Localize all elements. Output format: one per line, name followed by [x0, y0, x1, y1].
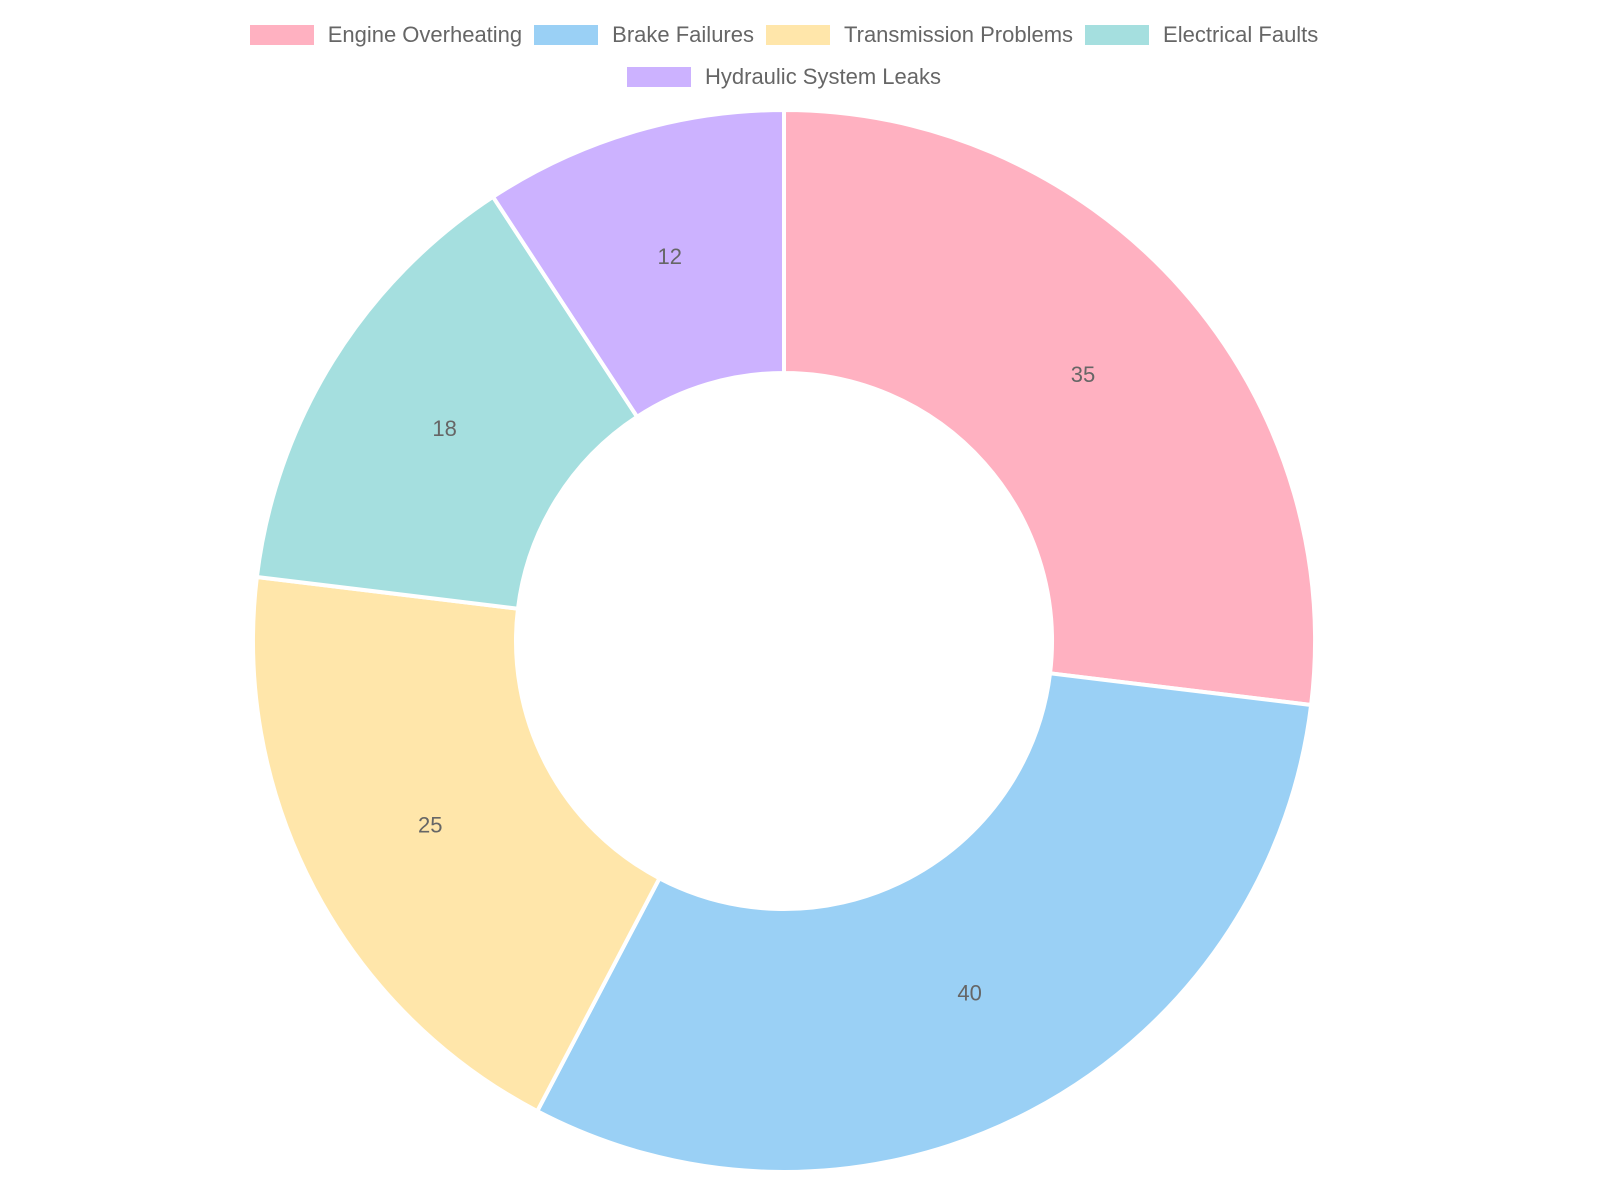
- legend-label: Electrical Faults: [1163, 22, 1319, 47]
- legend-label: Hydraulic System Leaks: [705, 64, 941, 89]
- legend-item-engine-overheating[interactable]: Engine Overheating: [249, 22, 523, 48]
- legend-swatch-icon: [1085, 25, 1150, 45]
- legend-label: Engine Overheating: [327, 22, 523, 47]
- slice-hydraulic-system-leaks[interactable]: [490, 107, 786, 420]
- slice-engine-overheating[interactable]: [782, 107, 1317, 708]
- legend-swatch-icon: [534, 25, 599, 45]
- legend-swatch-icon: [766, 25, 830, 45]
- legend-swatch-icon: [249, 25, 314, 45]
- legend-label: Transmission Problems: [844, 22, 1074, 47]
- slice-electrical-faults[interactable]: [254, 194, 640, 611]
- legend-row-1: Engine Overheating Brake Failures Transm…: [0, 14, 1568, 56]
- data-label: 18: [432, 416, 456, 441]
- legend-row-2: Hydraulic System Leaks: [0, 56, 1568, 98]
- legend-label: Brake Failures: [612, 22, 754, 47]
- legend-item-electrical-faults[interactable]: Electrical Faults: [1085, 22, 1318, 48]
- chart-data-labels: 35 40 25 18 12: [418, 244, 1095, 1006]
- data-label: 25: [418, 812, 442, 837]
- legend-item-transmission-problems[interactable]: Transmission Problems: [766, 22, 1073, 48]
- data-label: 12: [658, 244, 682, 269]
- slice-transmission-problems[interactable]: [251, 574, 663, 1114]
- slice-brake-failures[interactable]: [534, 671, 1314, 1174]
- legend-swatch-icon: [627, 67, 691, 87]
- chart-legend: Engine Overheating Brake Failures Transm…: [0, 14, 1568, 98]
- data-label: 40: [957, 981, 981, 1006]
- data-label: 35: [1071, 362, 1095, 387]
- legend-item-brake-failures[interactable]: Brake Failures: [534, 22, 754, 48]
- legend-item-hydraulic-system-leaks[interactable]: Hydraulic System Leaks: [627, 64, 941, 90]
- chart-slices: [251, 107, 1317, 1174]
